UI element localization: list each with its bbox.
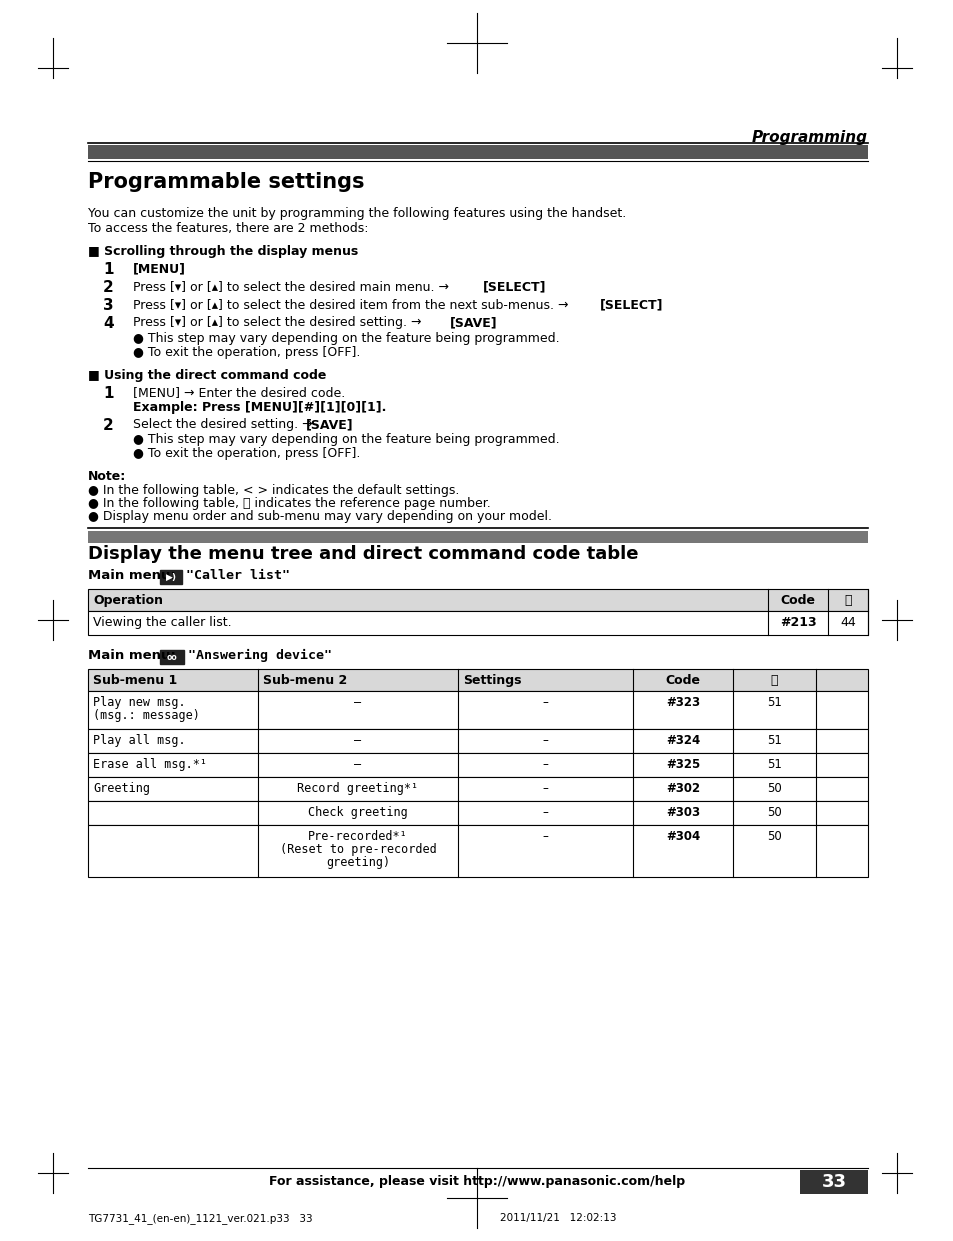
Text: –: – — [355, 733, 361, 747]
Text: –: – — [542, 758, 548, 771]
Text: –: – — [355, 758, 361, 771]
Text: ▶): ▶) — [165, 572, 176, 582]
Text: (msg.: message): (msg.: message) — [92, 709, 200, 722]
Text: oo: oo — [167, 653, 177, 661]
Text: ● This step may vary depending on the feature being programmed.: ● This step may vary depending on the fe… — [132, 433, 559, 446]
Bar — [88, 825, 867, 877]
Text: To access the features, there are 2 methods:: To access the features, there are 2 meth… — [88, 222, 368, 235]
Text: Sub-menu 1: Sub-menu 1 — [92, 674, 177, 688]
Text: 1: 1 — [103, 262, 113, 277]
Text: 2: 2 — [103, 280, 113, 295]
Text: 4: 4 — [103, 316, 113, 331]
Text: 3: 3 — [103, 298, 113, 313]
Bar — [88, 691, 867, 728]
Text: Note:: Note: — [88, 470, 126, 483]
Text: For assistance, please visit http://www.panasonic.com/help: For assistance, please visit http://www.… — [269, 1175, 684, 1188]
Text: –: – — [542, 696, 548, 709]
Text: Press [▾] or [▴] to select the desired item from the next sub-menus. →: Press [▾] or [▴] to select the desired i… — [132, 298, 572, 311]
Bar — [88, 589, 867, 611]
Text: Programmable settings: Programmable settings — [88, 172, 364, 192]
Text: ● In the following table, < > indicates the default settings.: ● In the following table, < > indicates … — [88, 484, 459, 496]
Text: ● Display menu order and sub-menu may vary depending on your model.: ● Display menu order and sub-menu may va… — [88, 510, 552, 522]
Bar — [160, 650, 184, 664]
Text: Settings: Settings — [462, 674, 521, 688]
Text: "Answering device": "Answering device" — [188, 649, 332, 663]
Text: [MENU]: [MENU] — [132, 262, 186, 276]
Text: 44: 44 — [840, 616, 855, 629]
Text: –: – — [542, 830, 548, 843]
Text: 33: 33 — [821, 1173, 845, 1191]
Text: ⓕ: ⓕ — [843, 594, 851, 607]
Text: #213: #213 — [779, 616, 816, 629]
Bar — [88, 145, 867, 159]
Text: Main menu:: Main menu: — [88, 570, 180, 582]
Text: (Reset to pre-recorded: (Reset to pre-recorded — [279, 843, 436, 856]
Text: ● This step may vary depending on the feature being programmed.: ● This step may vary depending on the fe… — [132, 333, 559, 345]
Bar — [88, 777, 867, 800]
Text: –: – — [542, 805, 548, 819]
Text: "Caller list": "Caller list" — [186, 570, 290, 582]
Text: #324: #324 — [665, 733, 700, 747]
Text: ⓕ: ⓕ — [770, 674, 778, 688]
Text: Code: Code — [665, 674, 700, 688]
Text: 1: 1 — [103, 386, 113, 401]
Bar — [88, 753, 867, 777]
Text: 51: 51 — [766, 758, 781, 771]
Text: Programming: Programming — [751, 130, 867, 145]
Text: #303: #303 — [665, 805, 700, 819]
Text: Select the desired setting. →: Select the desired setting. → — [132, 418, 316, 431]
Text: [SAVE]: [SAVE] — [306, 418, 354, 431]
Text: 2011/11/21   12:02:13: 2011/11/21 12:02:13 — [499, 1212, 616, 1222]
Text: Record greeting*¹: Record greeting*¹ — [297, 782, 418, 795]
Text: #302: #302 — [665, 782, 700, 795]
Bar — [160, 570, 182, 585]
Text: ● In the following table, ⓕ indicates the reference page number.: ● In the following table, ⓕ indicates th… — [88, 496, 490, 510]
Text: Code: Code — [780, 594, 815, 607]
Text: –: – — [542, 733, 548, 747]
Text: [MENU] → Enter the desired code.: [MENU] → Enter the desired code. — [132, 386, 345, 400]
Text: Press [▾] or [▴] to select the desired main menu. →: Press [▾] or [▴] to select the desired m… — [132, 280, 453, 293]
Text: Pre-recorded*¹: Pre-recorded*¹ — [308, 830, 408, 843]
Text: TG7731_41_(en-en)_1121_ver.021.p33   33: TG7731_41_(en-en)_1121_ver.021.p33 33 — [88, 1212, 313, 1224]
Bar — [88, 611, 867, 635]
Text: –: – — [542, 782, 548, 795]
Bar — [800, 1170, 867, 1194]
Text: 51: 51 — [766, 696, 781, 709]
Text: ■ Scrolling through the display menus: ■ Scrolling through the display menus — [88, 244, 358, 258]
Text: 50: 50 — [766, 782, 781, 795]
Text: Operation: Operation — [92, 594, 163, 607]
Text: Greeting: Greeting — [92, 782, 150, 795]
Text: Main menu:: Main menu: — [88, 649, 180, 661]
Text: 51: 51 — [766, 733, 781, 747]
Text: ● To exit the operation, press [OFF].: ● To exit the operation, press [OFF]. — [132, 447, 360, 460]
Text: #304: #304 — [665, 830, 700, 843]
Text: Sub-menu 2: Sub-menu 2 — [263, 674, 347, 688]
Text: Viewing the caller list.: Viewing the caller list. — [92, 616, 232, 629]
Text: Erase all msg.*¹: Erase all msg.*¹ — [92, 758, 207, 771]
Text: 50: 50 — [766, 830, 781, 843]
Text: [SELECT]: [SELECT] — [599, 298, 662, 311]
Text: Play new msg.: Play new msg. — [92, 696, 186, 709]
Text: #323: #323 — [665, 696, 700, 709]
Text: ■ Using the direct command code: ■ Using the direct command code — [88, 369, 326, 382]
Text: Play all msg.: Play all msg. — [92, 733, 186, 747]
Bar — [88, 800, 867, 825]
Text: Display the menu tree and direct command code table: Display the menu tree and direct command… — [88, 545, 638, 563]
Text: Press [▾] or [▴] to select the desired setting. →: Press [▾] or [▴] to select the desired s… — [132, 316, 425, 329]
Text: ● To exit the operation, press [OFF].: ● To exit the operation, press [OFF]. — [132, 346, 360, 359]
Text: Example: Press [MENU][#][1][0][1].: Example: Press [MENU][#][1][0][1]. — [132, 401, 386, 414]
Text: [SAVE]: [SAVE] — [450, 316, 497, 329]
Bar — [88, 728, 867, 753]
Bar — [88, 669, 867, 691]
Text: [SELECT]: [SELECT] — [482, 280, 546, 293]
Bar — [88, 531, 867, 544]
Text: –: – — [355, 696, 361, 709]
Text: Check greeting: Check greeting — [308, 805, 408, 819]
Text: greeting): greeting) — [326, 856, 390, 869]
Text: 2: 2 — [103, 418, 113, 433]
Text: You can customize the unit by programming the following features using the hands: You can customize the unit by programmin… — [88, 207, 625, 220]
Text: #325: #325 — [665, 758, 700, 771]
Text: 50: 50 — [766, 805, 781, 819]
